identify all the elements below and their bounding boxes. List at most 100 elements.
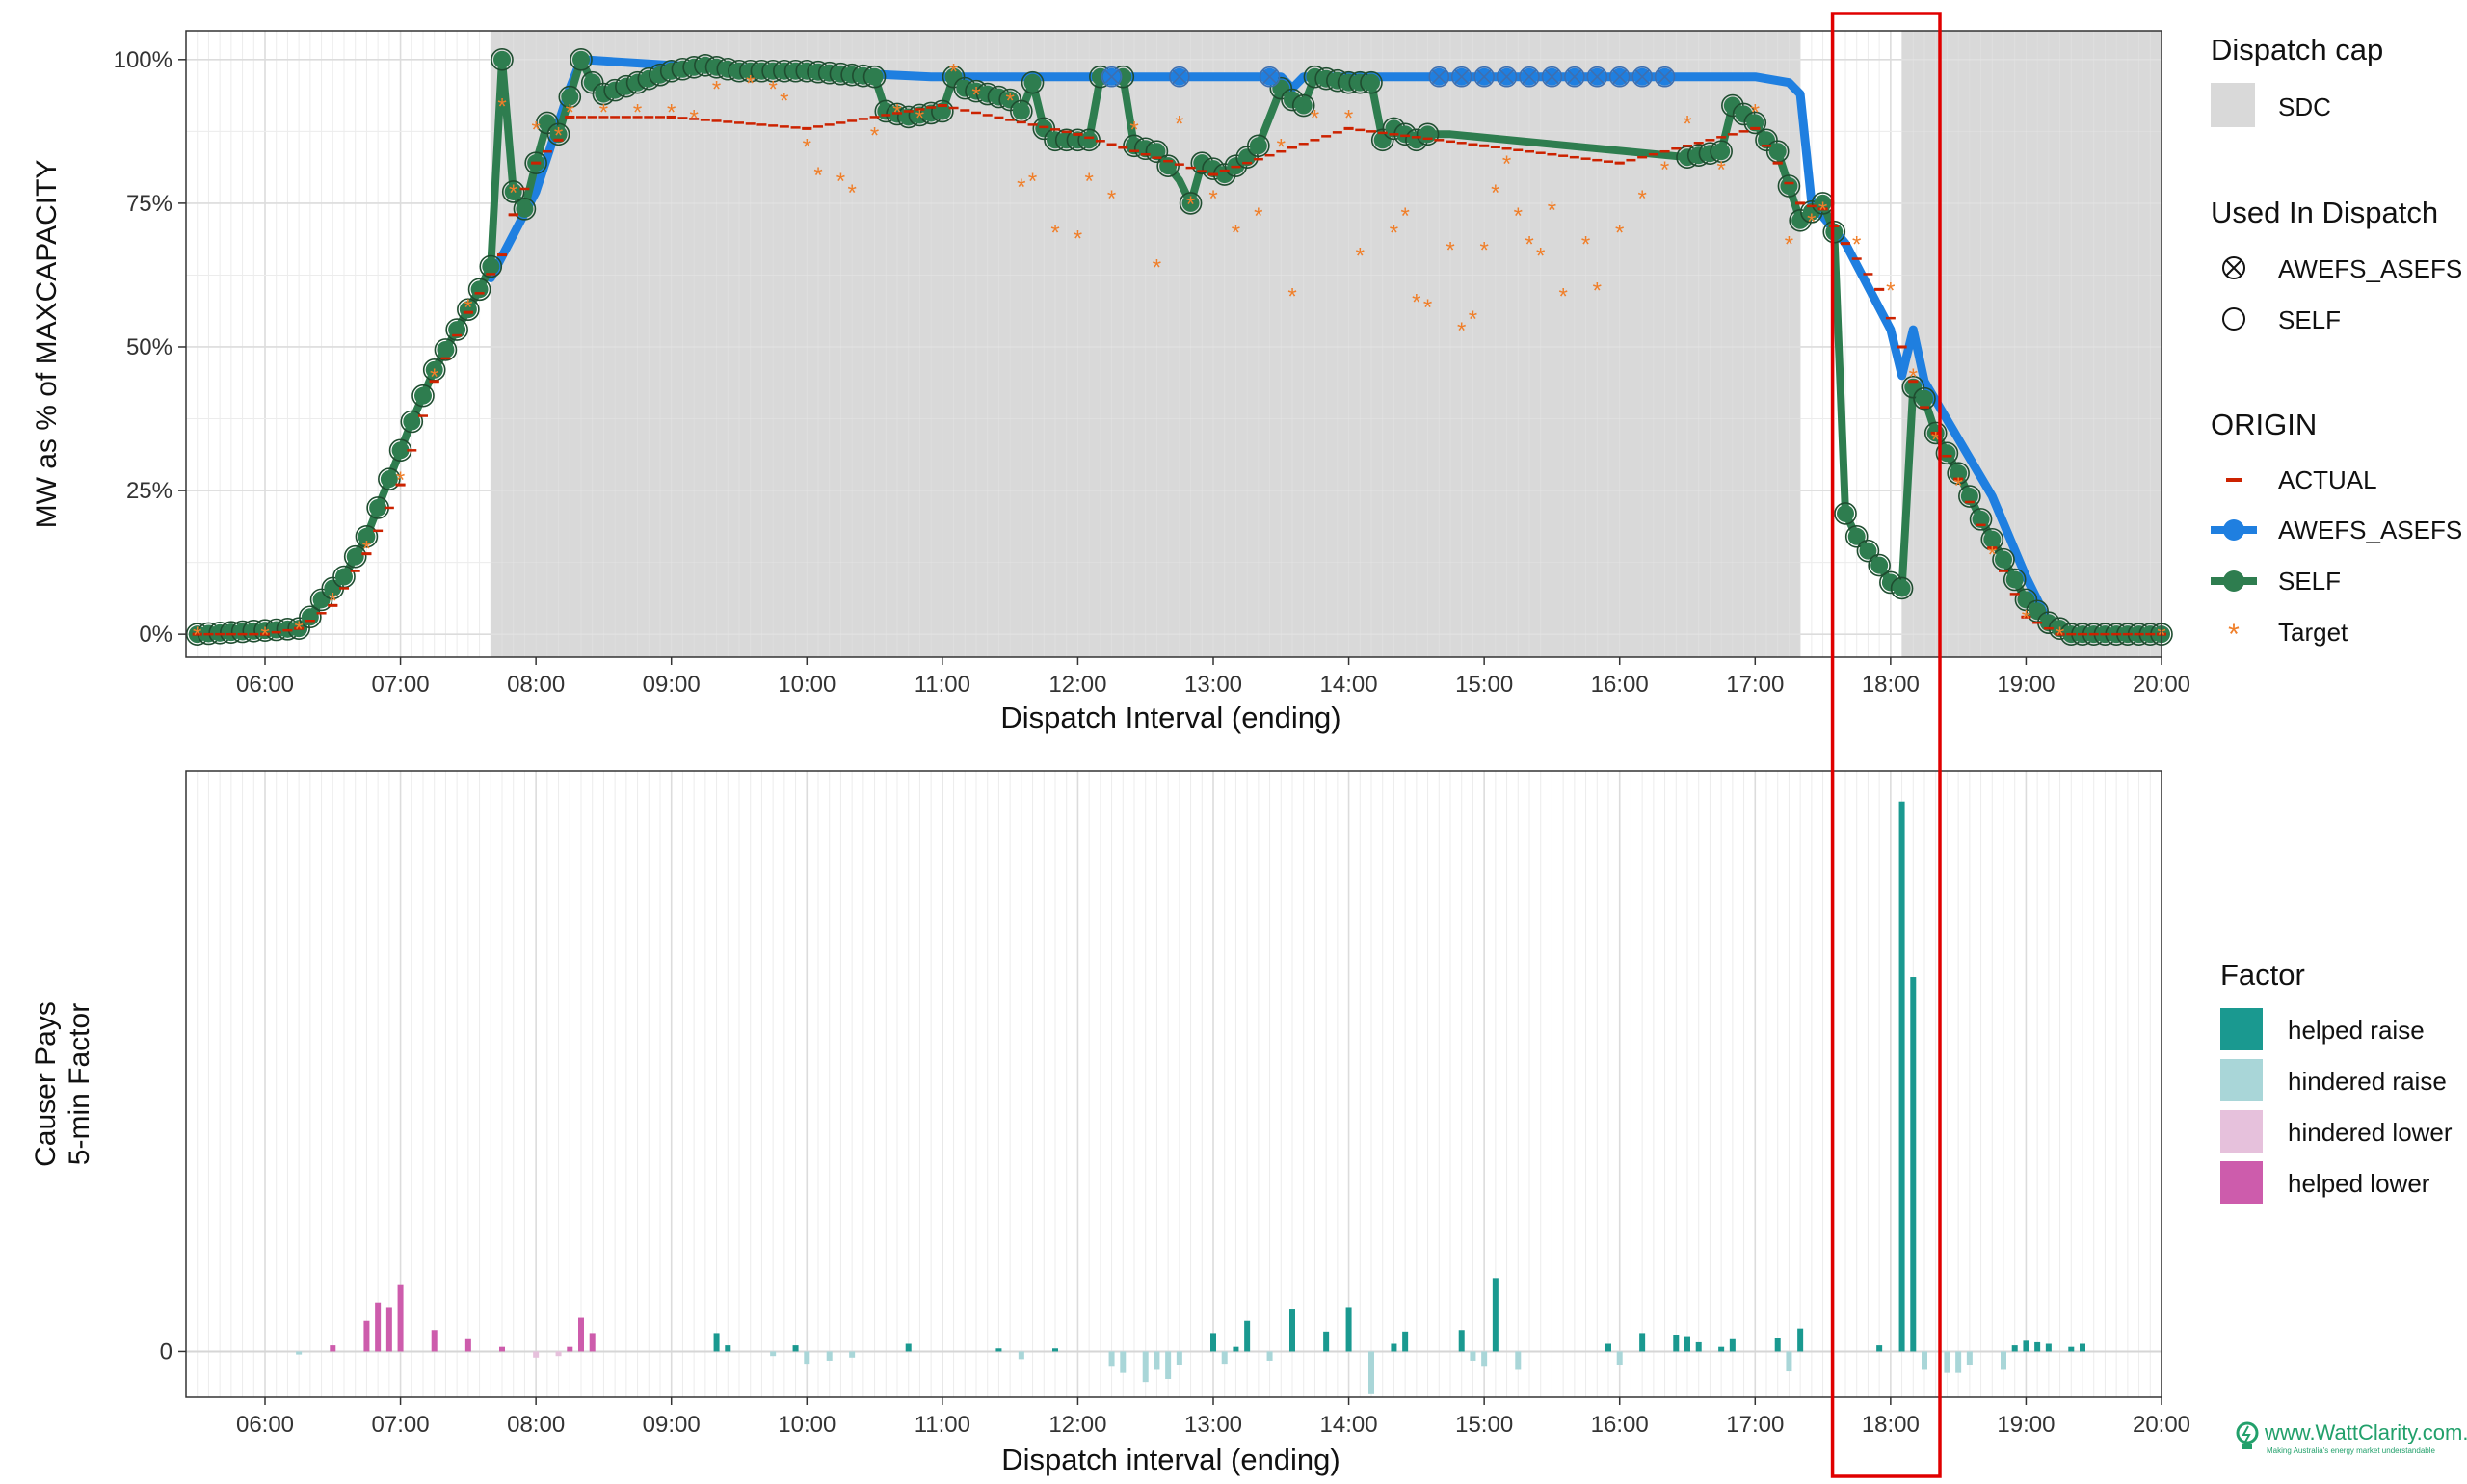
x-tick-label: 06:00 [236, 1412, 294, 1438]
self-point [865, 67, 884, 86]
target-mark: * [509, 180, 517, 206]
target-mark: * [464, 295, 472, 321]
self-used-marker [299, 605, 322, 629]
factor-bar [464, 1338, 471, 1352]
target-mark: * [1356, 244, 1365, 270]
self-point [369, 498, 387, 517]
target-mark: * [2056, 623, 2064, 649]
self-used-marker [434, 338, 458, 361]
factor-bar [1718, 1346, 1725, 1352]
bottom-y-title-line2: 5-min Factor [64, 1003, 95, 1165]
awefs-used-marker [1473, 66, 1495, 88]
legend-hindered-lower-label: hindered lower [2288, 1118, 2453, 1147]
self-used-marker [457, 298, 480, 322]
target-mark: * [971, 83, 980, 109]
target-mark: * [599, 99, 608, 125]
factor-bar [363, 1320, 370, 1352]
legend-target-label: Target [2278, 618, 2348, 647]
factor-bar [792, 1345, 799, 1352]
target-mark: * [847, 180, 856, 206]
factor-bar [2068, 1346, 2075, 1352]
self-point [1712, 143, 1731, 161]
awefs-used-marker [1169, 66, 1190, 88]
self-used-marker [1913, 386, 1936, 411]
legend-used-awefs-label: AWEFS_ASEFS [2278, 254, 2462, 283]
target-mark: * [1186, 192, 1195, 218]
self-used-marker [1291, 93, 1315, 118]
self-point [516, 199, 534, 218]
self-used-marker [411, 384, 435, 408]
self-used-marker [400, 410, 424, 434]
factor-bar [1695, 1341, 1702, 1352]
self-point [1983, 530, 2002, 548]
factor-bar [804, 1351, 810, 1365]
factor-bar [1786, 1351, 1792, 1372]
x-tick-label: 17:00 [1726, 672, 1784, 698]
x-tick-label: 10:00 [778, 672, 836, 698]
target-mark: * [566, 99, 574, 125]
awefs-used-cross [1172, 69, 1187, 85]
self-point [1249, 137, 1267, 155]
legend-dispatch-cap-title: Dispatch cap [2211, 33, 2383, 66]
bottom-y-axis-title: Causer Pays 5-min Factor [30, 1001, 95, 1167]
factor-bar [555, 1351, 562, 1357]
awefs-used-cross [1589, 69, 1605, 85]
self-used-marker [524, 151, 547, 174]
target-mark: * [1807, 209, 1816, 235]
target-mark: * [1277, 134, 1286, 160]
target-mark: * [1232, 221, 1240, 247]
factor-bar [2080, 1343, 2085, 1352]
self-used-marker [445, 318, 468, 341]
target-mark: * [1005, 89, 1014, 115]
self-point [1837, 504, 1854, 522]
legend-hindered-raise-label: hindered raise [2288, 1067, 2447, 1096]
awefs-used-cross [1634, 69, 1650, 85]
factor-bar [375, 1302, 382, 1352]
target-mark: * [1931, 427, 1940, 453]
target-mark: * [497, 94, 506, 120]
factor-bar [1120, 1351, 1127, 1373]
target-mark: * [892, 99, 901, 125]
target-mark: * [1785, 232, 1793, 258]
target-mark: * [1153, 254, 1161, 280]
self-point [1148, 143, 1166, 161]
y-tick-label: 0% [139, 622, 172, 648]
self-used-marker [1958, 485, 1981, 508]
target-mark: * [1525, 232, 1533, 258]
awefs-used-cross [1544, 69, 1559, 85]
factor-bar [2023, 1340, 2029, 1352]
self-used-marker [1844, 524, 1869, 548]
target-mark: * [1469, 306, 1477, 332]
x-tick-label: 13:00 [1184, 1412, 1242, 1438]
target-mark: * [362, 537, 371, 563]
watermark-url: www.WattClarity.com.au [2264, 1420, 2467, 1444]
factor-bar [1176, 1351, 1182, 1365]
x-tick-label: 15:00 [1455, 1412, 1513, 1438]
self-used-marker [467, 278, 491, 302]
target-mark: * [1050, 221, 1059, 247]
self-used-marker [1416, 122, 1440, 146]
target-mark: * [1818, 198, 1827, 224]
self-point [1159, 157, 1178, 175]
target-mark: * [780, 89, 788, 115]
x-tick-label: 19:00 [1997, 1412, 2055, 1438]
self-point [1916, 389, 1933, 408]
factor-bar [1673, 1335, 1680, 1352]
awefs-used-cross [1658, 69, 1673, 85]
self-point [459, 301, 477, 319]
target-mark: * [1208, 186, 1217, 212]
self-point [1012, 102, 1030, 120]
self-point [1870, 556, 1889, 574]
awefs-used-marker [1519, 66, 1540, 88]
watermark-tagline: Making Australia's energy market underst… [2267, 1446, 2436, 1455]
factor-bar [2011, 1345, 2018, 1352]
legend-origin-title: ORIGIN [2211, 408, 2317, 441]
target-mark: * [1287, 283, 1296, 309]
target-mark: * [1254, 203, 1262, 229]
target-mark: * [430, 364, 438, 390]
target-mark: * [1751, 99, 1760, 125]
x-tick-label: 11:00 [915, 672, 970, 698]
target-mark: * [1400, 203, 1409, 229]
factor-bar [1898, 801, 1905, 1352]
legend-awefs-label: AWEFS_ASEFS [2278, 516, 2462, 544]
